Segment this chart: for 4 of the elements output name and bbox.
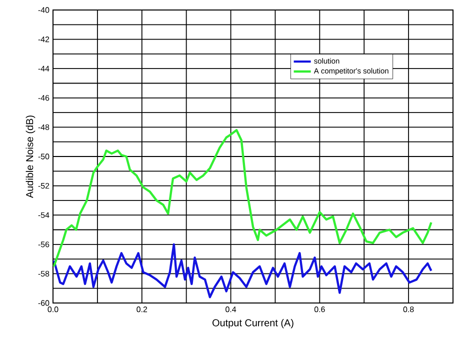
x-axis-title: Output Current (A) [212, 319, 294, 328]
line-series [53, 243, 432, 298]
y-axis-title: Audible Noise (dB) [26, 116, 36, 198]
line-series [53, 129, 432, 268]
